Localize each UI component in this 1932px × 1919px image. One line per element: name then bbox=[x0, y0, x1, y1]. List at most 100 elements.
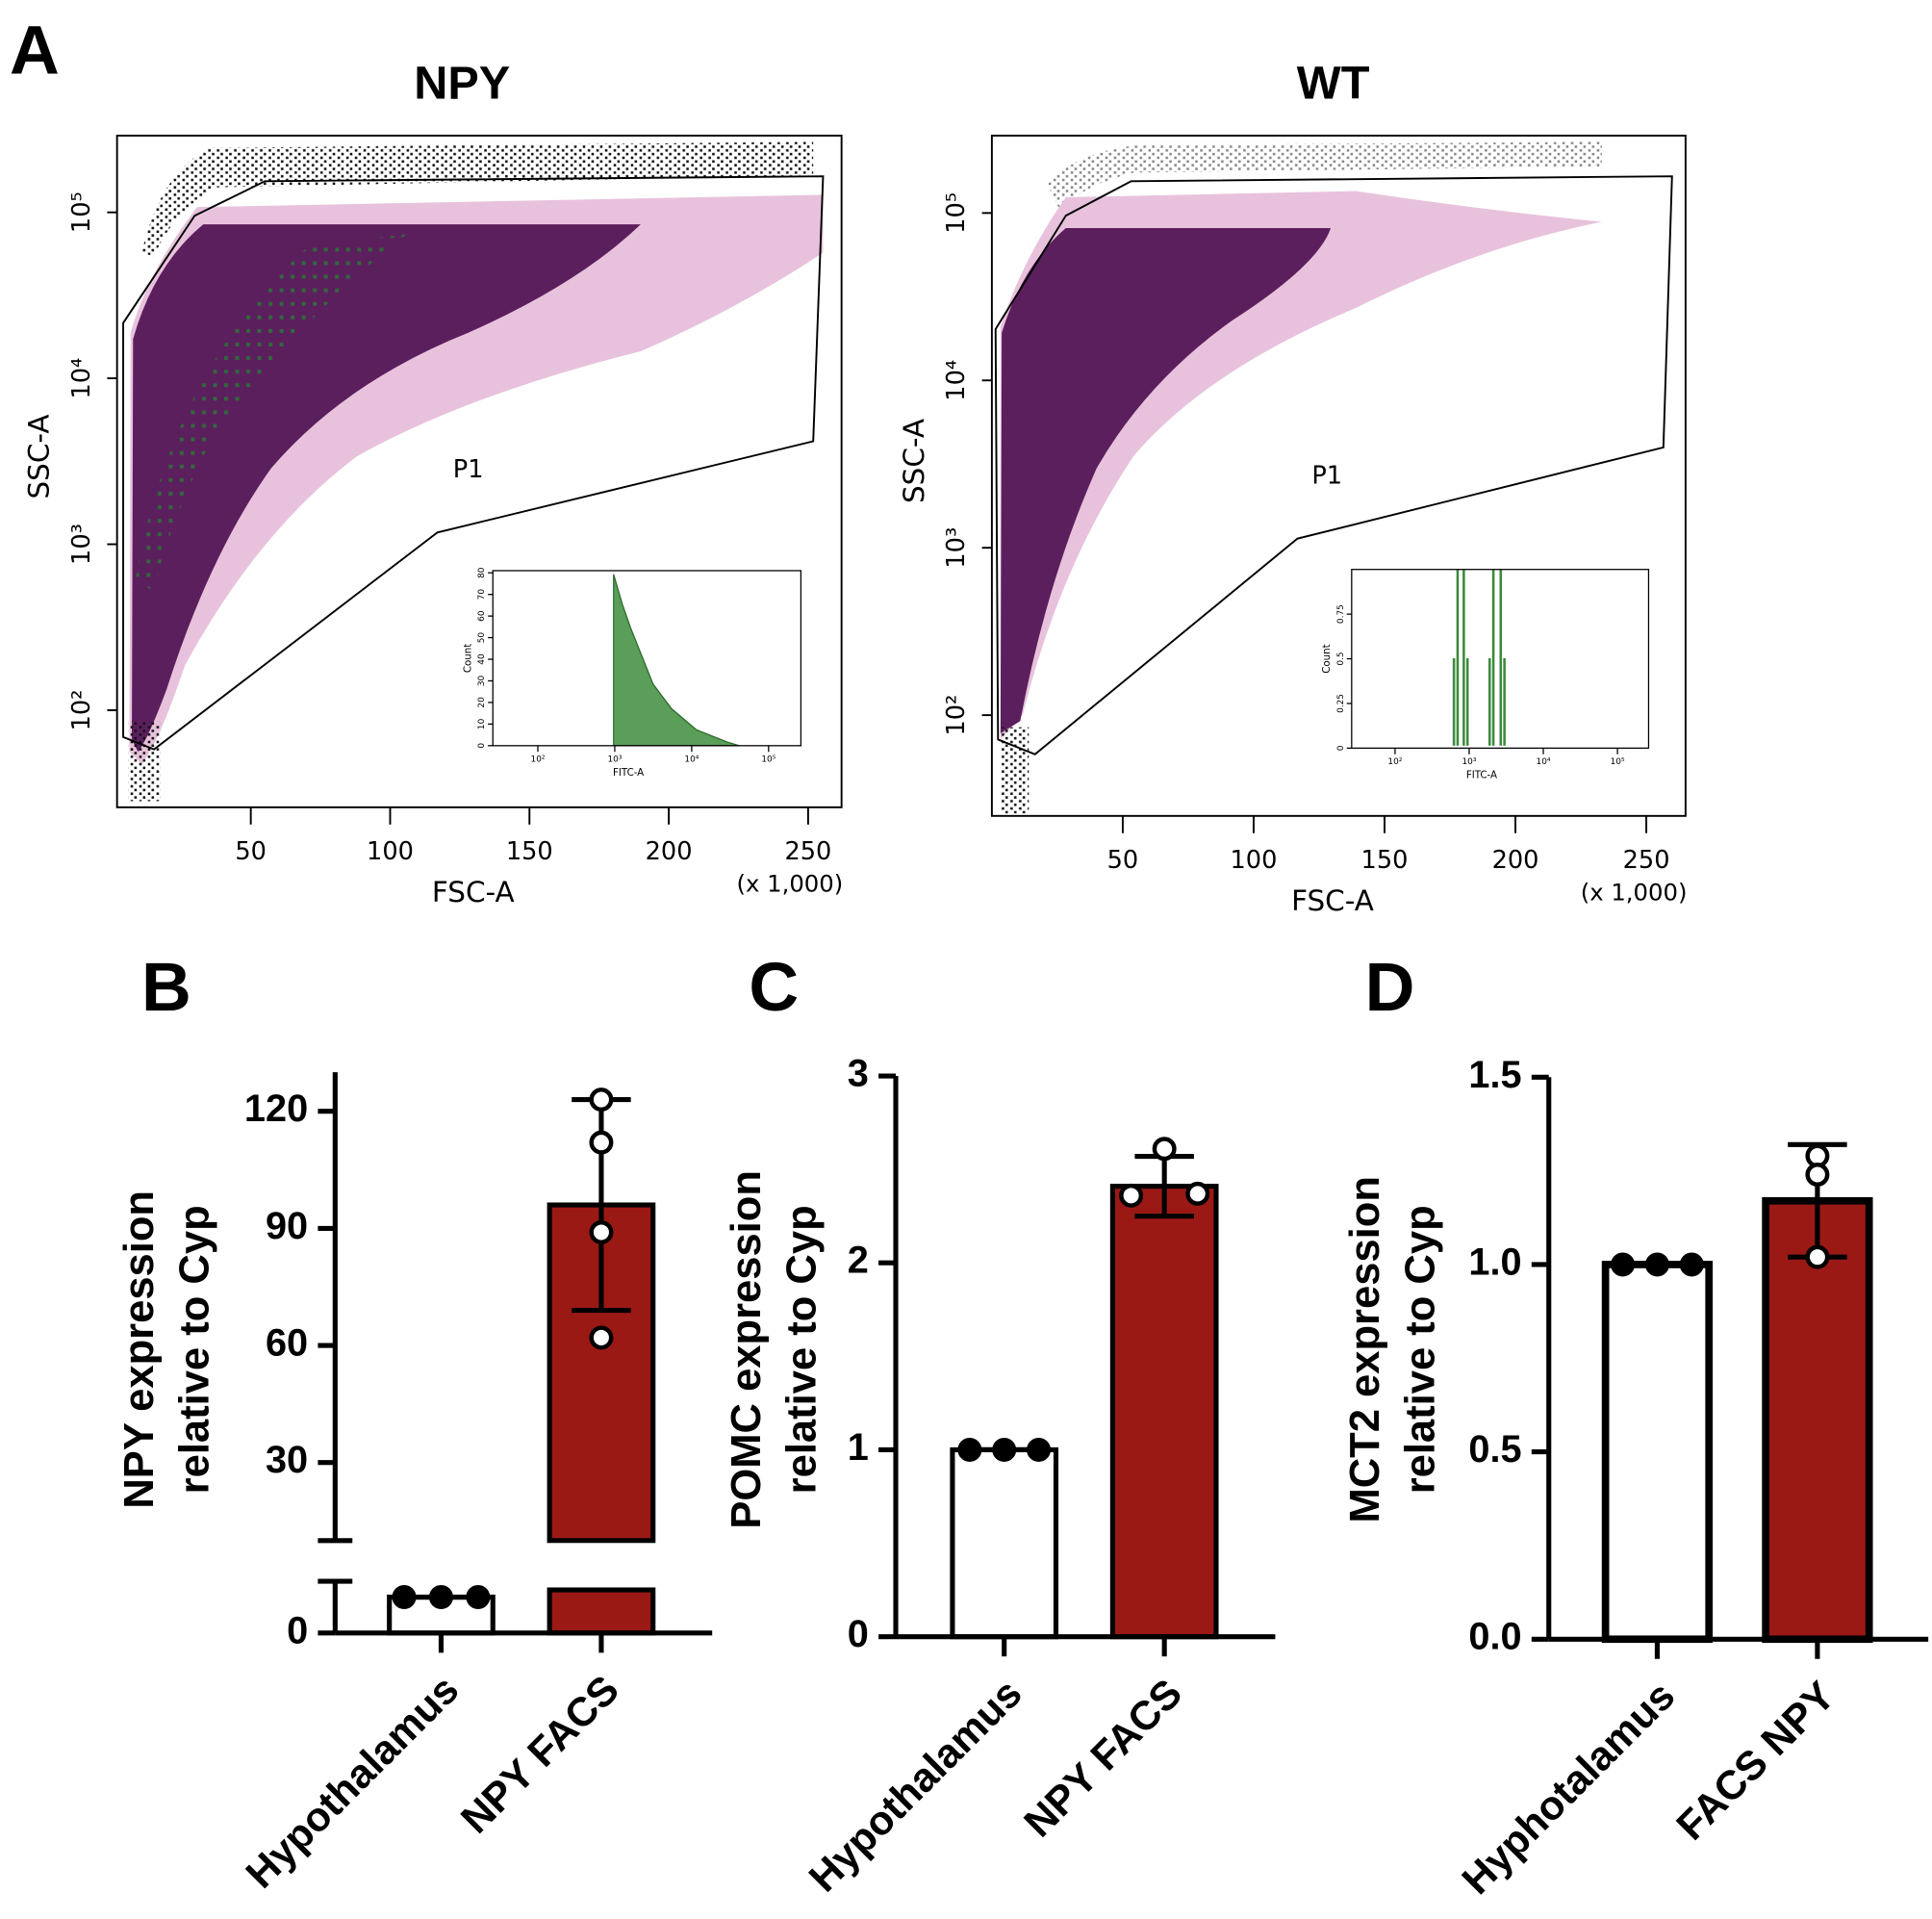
inset-y-tick-label: 0 bbox=[1336, 745, 1346, 751]
y-tick-label: 2 bbox=[848, 1240, 869, 1282]
x-tick-label: 200 bbox=[646, 837, 693, 866]
panel-label: A bbox=[10, 13, 60, 90]
y-tick-label: 1 bbox=[848, 1426, 869, 1469]
data-point bbox=[1185, 1181, 1210, 1206]
plot-frame bbox=[990, 134, 1687, 817]
y-axis-label: SSC-A bbox=[23, 414, 56, 499]
x-tick-label: 250 bbox=[784, 837, 831, 866]
y-tick-label: 90 bbox=[266, 1205, 308, 1247]
inset-y-tick-label: 60 bbox=[477, 610, 487, 622]
y-tick-label: 10⁴ bbox=[942, 360, 971, 401]
plot-title: NPY bbox=[414, 58, 510, 110]
data-point bbox=[1611, 1252, 1636, 1277]
inset-x-tick-label: 10² bbox=[1387, 757, 1402, 767]
data-point bbox=[589, 1087, 614, 1113]
flow-density-npy bbox=[122, 141, 825, 802]
y-tick-label: 0 bbox=[287, 1609, 308, 1651]
plot-frame bbox=[115, 134, 843, 808]
inset-y-tick-label: 80 bbox=[477, 567, 487, 578]
y-tick-label: 0 bbox=[848, 1613, 869, 1655]
panel-label: C bbox=[749, 949, 799, 1026]
inset-y-label: Count bbox=[1321, 644, 1333, 673]
x-tick-label: Hyphotalamus bbox=[1453, 1673, 1683, 1903]
data-point bbox=[1119, 1183, 1144, 1208]
inset-y-tick-label: 0 bbox=[477, 743, 487, 749]
inset-x-tick-label: 10⁴ bbox=[684, 755, 699, 764]
data-point bbox=[1152, 1137, 1177, 1162]
inset-y-tick-label: 70 bbox=[477, 589, 487, 601]
x-tick-label: FACS NPY bbox=[1667, 1673, 1843, 1849]
y-tick-label: 10³ bbox=[942, 527, 971, 569]
bar bbox=[1601, 1261, 1714, 1644]
inset-frame bbox=[492, 570, 802, 747]
x-tick-label: 150 bbox=[1361, 846, 1409, 875]
y-tick-label: 60 bbox=[266, 1322, 308, 1365]
panel-label: D bbox=[1365, 949, 1415, 1026]
y-tick-label: 3 bbox=[848, 1053, 869, 1095]
panel-label: B bbox=[141, 949, 191, 1026]
bar bbox=[950, 1446, 1059, 1640]
inset-x-label: FITC-A bbox=[613, 767, 644, 779]
data-point bbox=[589, 1130, 614, 1155]
x-tick-label: 200 bbox=[1492, 846, 1539, 875]
y-tick-label: 0.0 bbox=[1468, 1616, 1521, 1658]
bar bbox=[1762, 1196, 1873, 1644]
x-tick-label: NPY FACS bbox=[452, 1667, 627, 1842]
y-tick-label: 10² bbox=[67, 690, 96, 731]
data-point bbox=[392, 1585, 417, 1609]
inset-y-tick-label: 0.25 bbox=[1336, 694, 1346, 713]
x-axis-label: FSC-A bbox=[432, 876, 515, 908]
inset-x-label: FITC-A bbox=[1466, 770, 1497, 781]
inset-x-tick-label: 10⁴ bbox=[1537, 757, 1551, 767]
bar bbox=[1109, 1184, 1219, 1640]
y-tick-label: 10⁵ bbox=[67, 192, 96, 233]
inset-y-label: Count bbox=[463, 644, 474, 673]
data-point bbox=[957, 1437, 982, 1462]
y-tick-label: 0.5 bbox=[1468, 1428, 1521, 1471]
data-point bbox=[1805, 1163, 1830, 1188]
y-tick-label: 10³ bbox=[67, 524, 96, 565]
y-axis-label: MCT2 expression bbox=[1342, 1176, 1388, 1522]
data-point bbox=[992, 1437, 1017, 1462]
y-tick-label: 30 bbox=[266, 1439, 308, 1481]
data-point bbox=[1805, 1244, 1830, 1269]
x-tick-label: 100 bbox=[367, 837, 414, 866]
y-tick-label: 10⁵ bbox=[942, 192, 971, 234]
axis-break-gap bbox=[545, 1543, 658, 1582]
inset-x-tick-label: 10³ bbox=[607, 755, 622, 764]
inset-y-tick-label: 0.5 bbox=[1336, 652, 1346, 665]
gate-label: P1 bbox=[1311, 462, 1342, 491]
plot-title: WT bbox=[1297, 58, 1370, 110]
inset-y-tick-label: 40 bbox=[477, 653, 487, 665]
data-point bbox=[589, 1325, 614, 1350]
y-axis-label: NPY expression bbox=[116, 1190, 163, 1509]
y-axis-label: relative to Cyp bbox=[1398, 1205, 1444, 1494]
y-tick-label: 1.5 bbox=[1468, 1054, 1521, 1096]
gate-label: P1 bbox=[453, 455, 484, 484]
data-point bbox=[589, 1219, 614, 1244]
y-axis-label: relative to Cyp bbox=[171, 1205, 217, 1494]
x-tick-label: 250 bbox=[1623, 846, 1670, 875]
x-tick-label: NPY FACS bbox=[1015, 1671, 1190, 1846]
inset-y-tick-label: 20 bbox=[477, 697, 487, 708]
data-point bbox=[1644, 1252, 1669, 1277]
flow-density-wt bbox=[994, 141, 1673, 814]
bar bbox=[547, 1587, 656, 1636]
data-point bbox=[1679, 1252, 1704, 1277]
inset-x-tick-label: 10³ bbox=[1462, 757, 1476, 767]
y-tick-label: 120 bbox=[244, 1087, 308, 1130]
y-axis-label: relative to Cyp bbox=[779, 1205, 826, 1494]
y-axis-label: POMC expression bbox=[724, 1170, 770, 1529]
y-axis-label: SSC-A bbox=[898, 419, 930, 503]
x-axis-label: FSC-A bbox=[1291, 884, 1374, 917]
inset-y-tick-label: 10 bbox=[477, 718, 487, 729]
flow-plot: WT 10² 10³ 10⁴ 10⁵ 50 100 150 200 250 FSC-A (x 1,00… bbox=[898, 58, 1687, 917]
data-point bbox=[466, 1585, 491, 1609]
inset-x-tick-label: 10⁵ bbox=[1611, 757, 1625, 767]
x-tick-label: 150 bbox=[506, 837, 553, 866]
x-tick-label: 50 bbox=[1107, 846, 1139, 875]
